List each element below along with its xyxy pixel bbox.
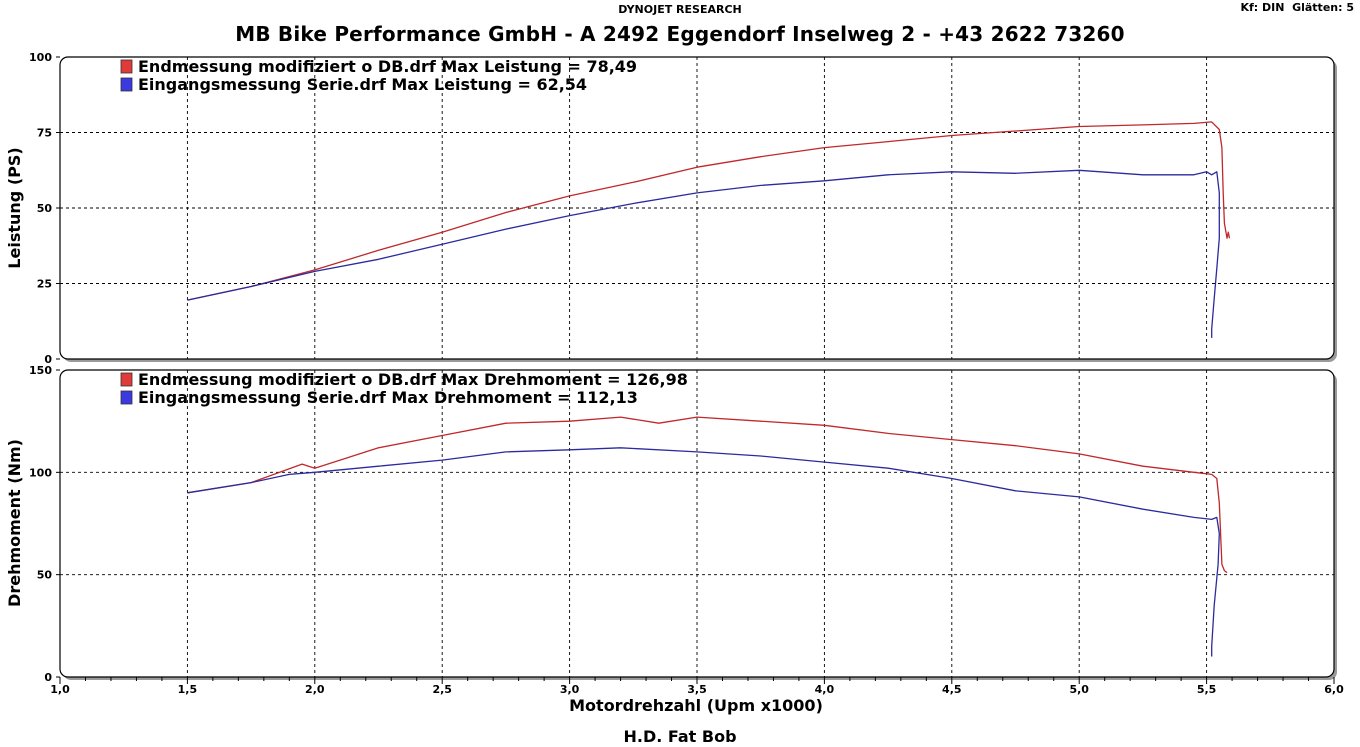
- x-tick-label: 4,0: [815, 683, 835, 696]
- x-tick-label: 3,0: [560, 683, 580, 696]
- legend-swatch: [120, 390, 133, 405]
- y-tick-label: 0: [44, 671, 52, 684]
- y-axis-title: Drehmoment (Nm): [5, 439, 24, 607]
- y-tick-label: 50: [37, 202, 53, 215]
- legend-label: Endmessung modifiziert o DB.drf Max Dreh…: [138, 370, 688, 389]
- power-chart: 0 25 50 75 100 Leistung (PS) Endmessung modifi…: [5, 51, 1337, 366]
- legend-label: Eingangsmessung Serie.drf Max Leistung =…: [138, 75, 587, 94]
- x-axis-title: Motordrehzahl (Upm x1000): [569, 696, 823, 715]
- x-tick-label: 1,0: [50, 683, 70, 696]
- vehicle-label: H.D. Fat Bob: [623, 727, 737, 746]
- series-line-blue: [187, 447, 1220, 657]
- y-tick-label: 0: [44, 353, 52, 366]
- y-tick-label: 25: [37, 278, 52, 291]
- y-tick-label: 100: [29, 51, 52, 64]
- x-tick-label: 6,0: [1324, 683, 1344, 696]
- x-tick-label: 1,5: [178, 683, 198, 696]
- y-tick-label: 100: [29, 466, 52, 479]
- brand-label: DYNOJET RESEARCH: [618, 3, 742, 16]
- legend-swatch: [120, 77, 133, 92]
- x-tick-label: 4,5: [942, 683, 962, 696]
- x-tick-label: 5,0: [1069, 683, 1089, 696]
- x-tick-label: 2,0: [305, 683, 325, 696]
- series-line-red: [187, 416, 1228, 574]
- legend-swatch: [120, 372, 133, 387]
- y-axis-title: Leistung (PS): [5, 147, 24, 268]
- y-tick-label: 50: [37, 569, 53, 582]
- x-tick-label: 5,5: [1197, 683, 1217, 696]
- legend-swatch: [120, 59, 133, 74]
- x-tick-label: 3,5: [687, 683, 707, 696]
- series-line-red: [187, 121, 1231, 301]
- x-tick-label: 2,5: [432, 683, 452, 696]
- y-tick-label: 150: [29, 364, 52, 377]
- settings-label: Kf: DIN Glätten: 5: [1240, 1, 1354, 14]
- legend-label: Eingangsmessung Serie.drf Max Drehmoment…: [138, 388, 638, 407]
- torque-chart: 0 50 100 150 Drehmoment (Nm) Endmessung modif…: [5, 364, 1344, 696]
- legend-label: Endmessung modifiziert o DB.drf Max Leis…: [138, 57, 637, 76]
- chart-title: MB Bike Performance GmbH - A 2492 Eggend…: [235, 22, 1125, 46]
- y-tick-label: 75: [37, 127, 52, 140]
- series-line-blue: [187, 169, 1220, 338]
